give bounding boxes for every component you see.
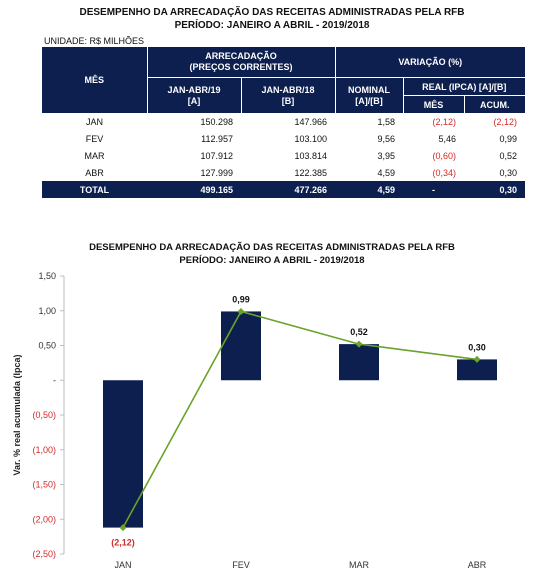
- series-point: [355, 340, 363, 348]
- row-nominal: 3,95: [377, 150, 395, 161]
- y-tick-label: (2,00): [32, 514, 56, 524]
- row-a: 150.298: [200, 116, 233, 127]
- chart-title: DESEMPENHO DA ARRECADAÇÃO DAS RECEITAS A…: [89, 242, 455, 253]
- row-acum: 0,30: [499, 167, 517, 178]
- header-nominal: NOMINAL [A]/[B]: [334, 77, 403, 113]
- row-a: 127.999: [200, 167, 233, 178]
- row-b: 122.385: [294, 167, 327, 178]
- data-label: (2,12): [111, 538, 135, 548]
- report-period: PERÍODO: JANEIRO A ABRIL - 2019/2018: [174, 20, 370, 31]
- revenue-table: MÊS ARRECADAÇÃO (PREÇOS CORRENTES) VARIA…: [42, 47, 525, 198]
- y-tick-label: 1,50: [38, 271, 56, 281]
- report-title: DESEMPENHO DA ARRECADAÇÃO DAS RECEITAS A…: [79, 7, 465, 18]
- table-row: ABR 127.999 122.385 4,59 (0,34) 0,30: [42, 164, 525, 181]
- header-nominal-b: [A]/[B]: [355, 95, 383, 106]
- total-row: TOTAL 499.165 477.266 4,59 - 0,30: [42, 181, 525, 198]
- x-tick-label: FEV: [232, 560, 250, 570]
- header-arrecadacao-sub: (PREÇOS CORRENTES): [189, 62, 293, 72]
- data-label: 0,30: [468, 342, 486, 352]
- chart-subtitle: PERÍODO: JANEIRO A ABRIL - 2019/2018: [179, 255, 365, 266]
- header-variacao: VARIAÇÃO (%): [334, 47, 525, 78]
- bar: [103, 380, 143, 528]
- row-nominal: 4,59: [377, 167, 395, 178]
- data-label: 0,52: [350, 327, 368, 337]
- header-arrecadacao-label: ARRECADAÇÃO: [205, 51, 277, 61]
- row-mes: FEV: [85, 133, 104, 144]
- chart-svg: 1,50 1,00 0,50 - (0,50) (1,00) (1,50) (2,00) (2,…: [12, 271, 497, 570]
- row-mes: ABR: [85, 167, 104, 178]
- bar: [457, 359, 497, 381]
- y-tick-label: (2,50): [32, 549, 56, 559]
- series-line: [122, 310, 478, 528]
- row-acum: (2,12): [493, 116, 517, 127]
- row-nominal: 9,56: [377, 133, 395, 144]
- y-tick-label: (1,00): [32, 445, 56, 455]
- row-mes: MAR: [84, 150, 105, 161]
- header-jan18: JAN-ABR/18 [B]: [240, 77, 335, 113]
- row-real-mes: (2,12): [432, 116, 456, 127]
- row-b: 103.100: [294, 133, 327, 144]
- data-label: 0,99: [232, 294, 250, 304]
- series-point: [119, 524, 127, 532]
- header-acum: ACUM.: [463, 95, 525, 113]
- y-tick-label: -: [53, 375, 56, 385]
- row-real-mes: 5,46: [438, 133, 456, 144]
- table-row: JAN 150.298 147.966 1,58 (2,12) (2,12): [42, 113, 525, 130]
- header-arrecadacao: ARRECADAÇÃO (PREÇOS CORRENTES): [146, 47, 335, 78]
- header-nominal-a: NOMINAL: [348, 84, 390, 95]
- y-tick-label: (0,50): [32, 410, 56, 420]
- total-acum: 0,30: [464, 181, 525, 198]
- header-jan19-b: [A]: [187, 95, 201, 106]
- row-a: 107.912: [200, 150, 233, 161]
- y-tick-label: (1,50): [32, 480, 56, 490]
- bar: [221, 311, 261, 381]
- table-row: FEV 112.957 103.100 9,56 5,46 0,99: [42, 130, 525, 147]
- row-acum: 0,52: [499, 150, 517, 161]
- total-a: 499.165: [147, 181, 241, 198]
- table-row: MAR 107.912 103.814 3,95 (0,60) 0,52: [42, 147, 525, 164]
- series-point: [473, 355, 481, 363]
- header-jan19: JAN-ABR/19 [A]: [146, 77, 241, 113]
- x-tick-label: MAR: [349, 560, 370, 570]
- total-mes: TOTAL: [42, 181, 147, 198]
- series-point: [237, 307, 245, 315]
- y-tick-label: 1,00: [38, 306, 56, 316]
- row-mes: JAN: [85, 116, 103, 127]
- row-b: 147.966: [294, 116, 327, 127]
- row-real-mes: (0,60): [432, 150, 456, 161]
- unit-label: UNIDADE: R$ MILHÕES: [44, 36, 145, 46]
- header-jan19-a: JAN-ABR/19: [167, 84, 221, 95]
- total-b: 477.266: [241, 181, 335, 198]
- header-real: REAL (IPCA) [A]/[B]: [402, 77, 525, 96]
- row-acum: 0,99: [499, 133, 517, 144]
- header-real-mes: MÊS: [402, 95, 464, 113]
- bar: [339, 344, 379, 381]
- header-jan18-a: JAN-ABR/18: [261, 84, 315, 95]
- total-nominal: 4,59: [335, 181, 403, 198]
- header-mes: MÊS: [42, 47, 147, 113]
- header-jan18-b: [B]: [281, 95, 295, 106]
- row-a: 112.957: [201, 133, 233, 144]
- row-b: 103.814: [294, 150, 327, 161]
- total-real-mes: -: [403, 181, 464, 198]
- y-axis-label: Var. % real acumulada (Ipca): [12, 354, 22, 475]
- row-real-mes: (0,34): [432, 167, 456, 178]
- x-tick-label: JAN: [114, 560, 131, 570]
- x-tick-label: ABR: [468, 560, 487, 570]
- row-nominal: 1,58: [377, 116, 395, 127]
- y-tick-label: 0,50: [38, 341, 56, 351]
